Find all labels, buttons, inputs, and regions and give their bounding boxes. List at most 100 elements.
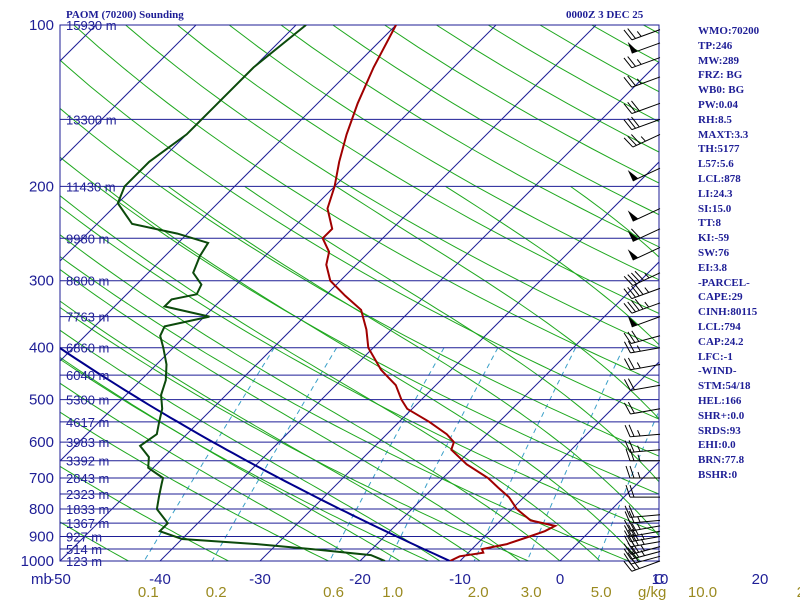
temperature-tick-label: -30 <box>249 571 271 588</box>
index-item: BRN:77.8 <box>698 454 745 467</box>
index-item: L57:5.6 <box>698 158 734 171</box>
index-item: SHR+:0.0 <box>698 409 745 422</box>
height-label: 6860 m <box>66 341 109 356</box>
index-item: TP:246 <box>698 39 733 52</box>
index-item: WB0: BG <box>698 84 745 97</box>
index-item: RH:8.5 <box>698 113 732 126</box>
plot-border <box>59 24 660 562</box>
temperature-tick-label: 0 <box>556 571 564 588</box>
y-unit-label: mb <box>31 571 52 588</box>
wind-barb <box>627 208 661 222</box>
moist-adiabat-line <box>335 185 659 420</box>
height-label: 15930 m <box>66 18 117 33</box>
index-item: HEL:166 <box>698 394 742 407</box>
wind-barb <box>627 315 661 328</box>
index-item: WMO:70200 <box>698 25 760 37</box>
mixing-ratio-label: 3.0 <box>521 584 542 600</box>
parcel-line <box>60 346 451 561</box>
index-item: -PARCEL- <box>698 276 750 289</box>
index-item: TH:5177 <box>698 143 740 156</box>
wind-barb <box>625 484 660 498</box>
pressure-tick-label: 600 <box>29 434 54 451</box>
isotherm-line <box>259 161 659 561</box>
mixing-ratio-line <box>473 347 577 561</box>
mixing-ratio-label: 1.0 <box>382 584 403 600</box>
index-item: CAPE:29 <box>698 291 743 304</box>
wind-barb <box>627 167 661 182</box>
mixing-ratio-label: 0.1 <box>138 584 159 600</box>
index-item: EI:3.8 <box>698 261 728 274</box>
dry-adiabats <box>60 25 659 561</box>
wind-barb <box>627 228 661 242</box>
pressure-tick-label: 1000 <box>21 553 54 570</box>
mixing-ratio-label: 0.6 <box>323 584 344 600</box>
pressure-tick-label: 900 <box>29 528 54 545</box>
height-label: 13300 m <box>66 112 117 127</box>
height-label: 4617 m <box>66 415 109 430</box>
wind-barb <box>624 424 661 438</box>
wind-barb <box>627 41 661 54</box>
index-item: LI:24.3 <box>698 187 733 200</box>
index-item: PW:0.04 <box>698 98 739 111</box>
height-label: 8800 m <box>66 274 109 289</box>
height-label: 11430 m <box>66 179 116 194</box>
pressure-tick-label: 300 <box>29 273 54 290</box>
wind-barb <box>623 378 661 391</box>
height-label: 7763 m <box>66 310 109 325</box>
wind-barb <box>623 75 661 88</box>
height-label: 6040 m <box>66 368 109 383</box>
wind-barb <box>623 551 661 565</box>
height-label: 3392 m <box>66 454 109 469</box>
temperature-tick-label: 20 <box>752 571 769 588</box>
wind-barb <box>625 448 660 462</box>
wind-barbs <box>623 28 661 572</box>
mixing-ratio-line <box>143 347 275 561</box>
wind-barb <box>623 284 661 300</box>
wind-barb <box>623 270 661 286</box>
index-item: TT:8 <box>698 217 722 230</box>
height-label: 2323 m <box>66 487 109 502</box>
temperature-profile <box>321 25 559 561</box>
mixing-ratio-label: 10.0 <box>688 584 717 600</box>
index-item: SI:15.0 <box>698 202 732 215</box>
height-label: 514 m <box>66 542 102 557</box>
isotherm-line <box>60 25 597 561</box>
index-item: EHI:0.0 <box>698 439 736 452</box>
height-label: 1833 m <box>66 502 109 517</box>
isotherm-line <box>159 61 659 561</box>
wind-barb <box>623 523 661 537</box>
moist-adiabat-line <box>570 185 659 258</box>
valid-time: 0000Z 3 DEC 25 <box>566 9 644 21</box>
pressure-tick-label: 700 <box>29 470 54 487</box>
pressure-tick-label: 800 <box>29 501 54 518</box>
index-item: CINH:80115 <box>698 306 758 319</box>
mixing-ratio-line <box>211 347 338 561</box>
height-label: 927 m <box>66 529 102 544</box>
parcel-path <box>60 346 451 561</box>
isotherm-line <box>559 461 659 561</box>
plot-frame <box>59 24 660 562</box>
mixing-ratio-label: 5.0 <box>591 584 612 600</box>
index-item: BSHR:0 <box>698 468 738 481</box>
wind-barb <box>623 100 661 115</box>
dry-adiabat-line <box>539 25 659 93</box>
wind-barb <box>623 401 661 415</box>
index-item: CAP:24.2 <box>698 335 744 348</box>
chart-title: PAOM (70200) Sounding <box>66 9 184 21</box>
isotherm-line <box>459 361 659 561</box>
index-item: -WIND- <box>698 365 737 378</box>
index-item: LCL:878 <box>698 172 741 185</box>
stability-indices: WMO:70200 TP:246 MW:289 FRZ: BG WB0: BG PW:0.… <box>698 24 759 483</box>
wind-barb <box>623 330 661 345</box>
wind-barb <box>624 510 661 524</box>
wind-barb <box>623 357 661 371</box>
wind-barb <box>623 56 661 69</box>
wind-barb <box>624 440 661 453</box>
wind-barb <box>623 116 661 131</box>
wind-barb <box>623 546 661 560</box>
mixing-ratio-label: 2.0 <box>468 584 489 600</box>
index-item: STM:54/18 <box>698 380 751 393</box>
pressure-tick-label: 100 <box>29 17 54 34</box>
temperature-tick-label: -10 <box>449 571 471 588</box>
